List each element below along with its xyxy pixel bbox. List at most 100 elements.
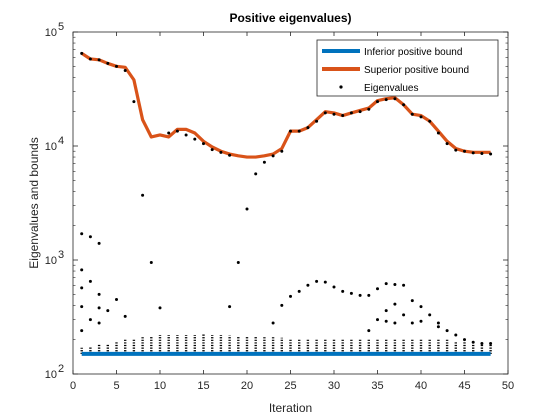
eigenvalue-point-76	[376, 287, 379, 291]
eigenvalue-point-33	[367, 107, 371, 111]
eigenvalue-point-59	[88, 318, 92, 322]
eigenvalue-point-42	[445, 142, 449, 146]
eigenvalue-point-25	[297, 129, 301, 133]
eigenvalue-point-39	[419, 115, 423, 119]
y-tick-label-4: 10	[45, 141, 57, 153]
eigenvalue-point-99	[436, 321, 440, 325]
x-tick-label-50: 50	[502, 380, 514, 392]
eigenvalue-point-61	[97, 306, 101, 310]
eigenvalue-point-57	[80, 286, 84, 290]
eigenvalue-point-64	[271, 321, 275, 325]
eigenvalue-point-67	[297, 289, 301, 293]
eigenvalue-point-79	[402, 283, 406, 287]
eigenvalue-point-32	[358, 110, 362, 114]
eigenvalue-point-63	[228, 305, 232, 309]
eigenvalue-point-0	[80, 51, 84, 55]
eigenvalue-point-91	[384, 309, 388, 313]
legend: Inferior positive bound Superior positiv…	[316, 39, 499, 97]
chart-title: Positive eigenvalues)	[229, 11, 351, 25]
eigenvalue-point-54	[106, 309, 110, 313]
eigenvalue-point-55	[115, 298, 118, 302]
eigenvalue-point-12	[184, 133, 188, 137]
eigenvalue-point-35	[384, 98, 388, 102]
eigenvalue-point-20	[254, 172, 258, 176]
eigenvalue-point-74	[358, 293, 362, 297]
y-tick-exponent-4: 4	[58, 135, 64, 147]
x-tick-label-30: 30	[328, 380, 340, 392]
y-tick-exponent-5: 5	[58, 21, 64, 33]
eigenvalue-point-96	[384, 319, 388, 323]
eigenvalue-point-43	[454, 148, 458, 152]
eigenvalue-point-23	[280, 149, 284, 153]
eigenvalue-point-40	[428, 119, 432, 123]
eigenvalue-point-72	[341, 289, 345, 293]
eigenvalue-point-48	[80, 232, 84, 236]
x-axis-label: Iteration	[269, 401, 312, 415]
y-tick-exponent-3: 3	[58, 249, 64, 261]
eigenvalue-point-47	[489, 152, 493, 156]
eigenvalue-point-17	[228, 153, 232, 157]
eigenvalue-point-78	[393, 282, 397, 286]
eigenvalue-point-30	[341, 114, 345, 118]
eigenvalue-point-87	[471, 340, 475, 344]
eigenvalue-point-15	[210, 148, 214, 152]
x-tick-label-20: 20	[241, 380, 253, 392]
eigenvalue-point-90	[376, 318, 379, 322]
eigenvalue-point-49	[88, 235, 92, 239]
eigenvalue-point-26	[306, 126, 310, 130]
eigenvalue-point-8	[149, 261, 153, 265]
eigenvalue-point-89	[489, 342, 493, 346]
eigenvalue-point-60	[80, 329, 84, 333]
y-tick-label-2: 10	[45, 369, 57, 381]
eigenvalue-point-5	[123, 68, 127, 72]
eigenvalue-point-82	[428, 313, 432, 317]
eigenvalue-point-77	[384, 282, 388, 286]
eigenvalue-point-97	[367, 329, 371, 333]
eigenvalue-point-85	[454, 333, 458, 337]
eigenvalue-point-94	[410, 321, 414, 325]
eigenvalue-point-38	[410, 112, 414, 116]
eigenvalue-point-1	[88, 57, 92, 61]
eigenvalue-point-52	[88, 279, 92, 283]
eigenvalue-point-34	[376, 100, 379, 104]
legend-label-inferior-bound: Inferior positive bound	[364, 47, 462, 58]
eigenvalue-point-29	[332, 112, 336, 116]
eigenvalue-point-13	[193, 137, 197, 141]
y-tick-label-3: 10	[45, 255, 57, 267]
x-tick-label-15: 15	[197, 380, 209, 392]
eigenvalue-point-93	[402, 313, 406, 317]
legend-label-superior-bound: Superior positive bound	[364, 65, 469, 76]
eigenvalue-point-58	[80, 305, 84, 309]
y-axis-label: Eigenvalues and bounds	[27, 137, 41, 268]
x-tick-label-5: 5	[113, 380, 119, 392]
eigenvalue-point-46	[480, 151, 484, 155]
eigenvalue-point-83	[436, 325, 440, 329]
eigenvalue-point-10	[167, 131, 171, 135]
x-tick-label-40: 40	[415, 380, 427, 392]
eigenvalue-point-18	[236, 261, 240, 265]
eigenvalue-point-65	[280, 303, 284, 307]
eigenvalue-point-56	[123, 314, 127, 318]
eigenvalue-point-81	[419, 305, 423, 309]
eigenvalue-point-70	[323, 280, 327, 284]
eigenvalue-point-69	[315, 279, 319, 283]
eigenvalue-point-53	[97, 292, 101, 296]
eigenvalue-point-51	[80, 268, 84, 272]
eigenvalue-point-44	[463, 149, 466, 153]
eigenvalue-point-4	[115, 64, 118, 68]
x-tick-label-35: 35	[371, 380, 383, 392]
eigenvalue-point-68	[306, 283, 310, 287]
eigenvalue-point-22	[271, 154, 275, 158]
eigenvalue-point-31	[349, 111, 353, 115]
series-superior-bound-line	[80, 51, 491, 159]
eigenvalue-point-80	[410, 299, 414, 303]
y-tick-label-5: 10	[45, 27, 57, 39]
eigenvalue-point-66	[289, 294, 292, 298]
x-tick-label-45: 45	[458, 380, 470, 392]
x-tick-label-10: 10	[154, 380, 166, 392]
x-tick-label-0: 0	[70, 380, 76, 392]
eigenvalue-point-19	[245, 207, 249, 211]
eigenvalue-point-28	[323, 111, 327, 115]
eigenvalue-point-62	[97, 321, 101, 325]
